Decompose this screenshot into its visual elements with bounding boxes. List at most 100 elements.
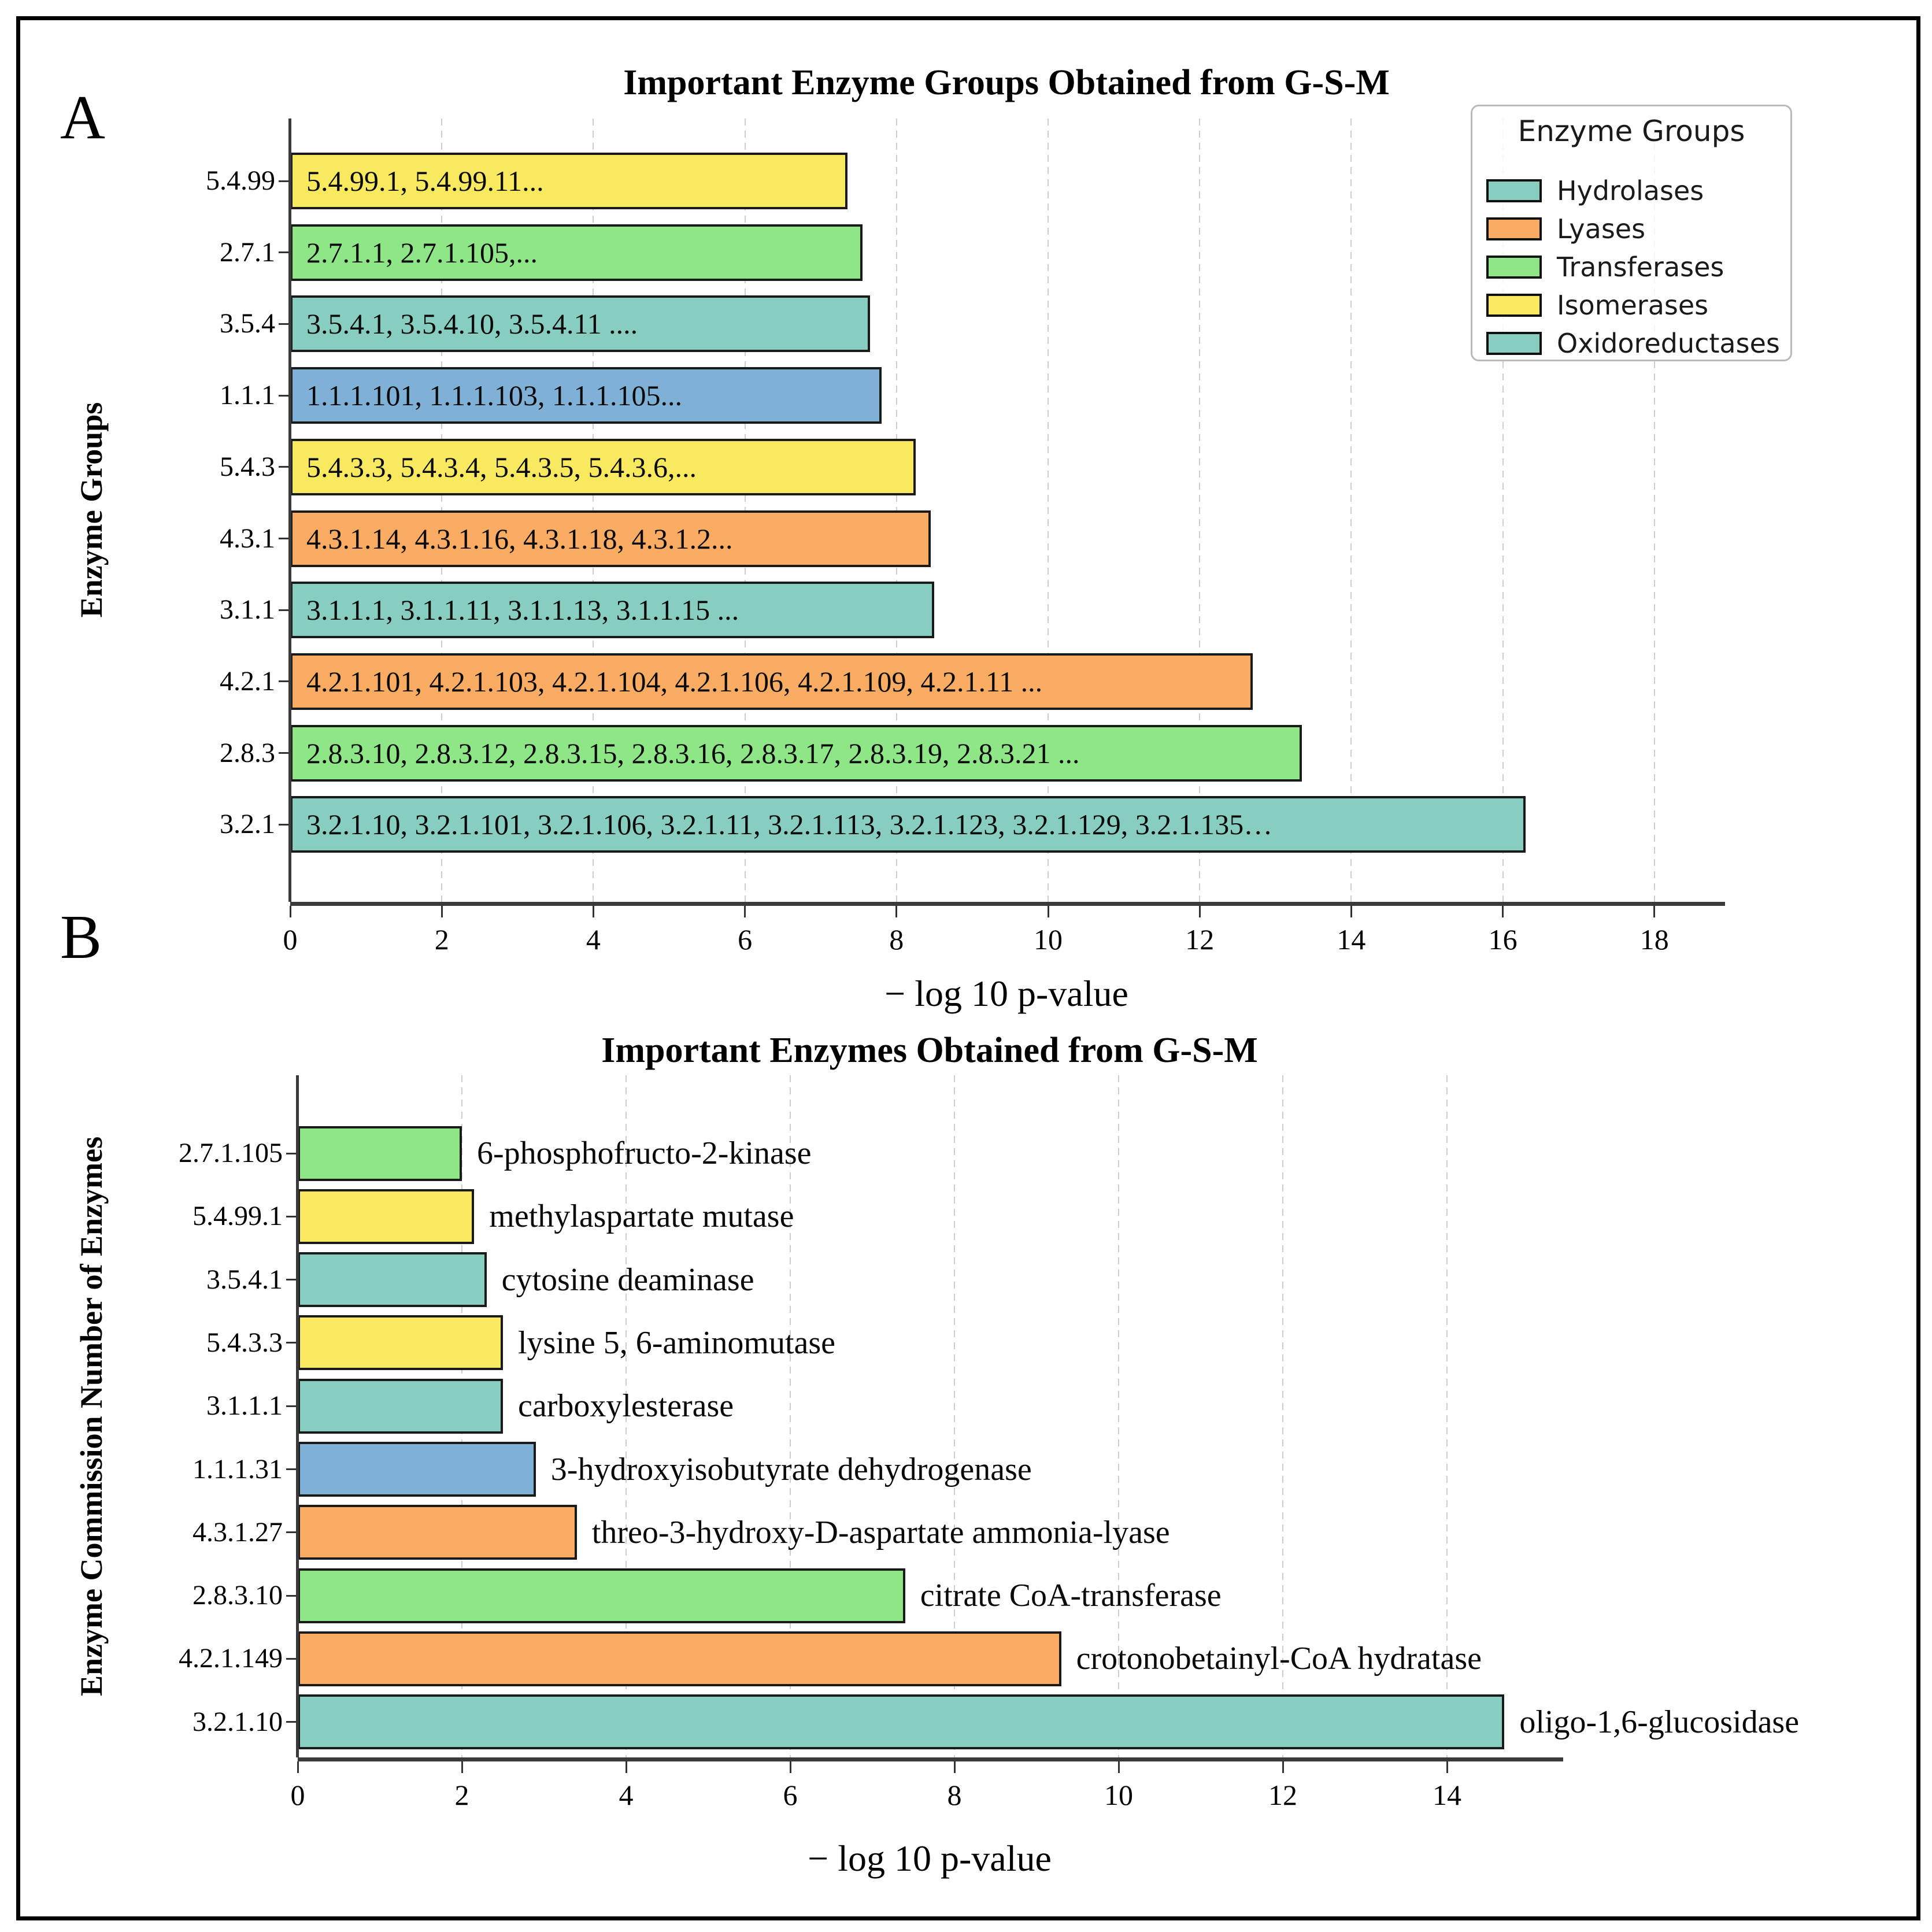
bar-value-label: 5.4.99.1, 5.4.99.11...: [306, 165, 544, 197]
legend-swatch: [1486, 256, 1542, 279]
x-tick-label: 2: [434, 923, 449, 956]
x-axis-line: [290, 902, 1725, 906]
x-tick-label: 2: [454, 1779, 469, 1811]
y-tick-label: 5.4.99: [206, 165, 275, 196]
panel-b-x-axis-label: − log 10 p-value: [808, 1838, 1052, 1879]
panel-b-letter: B: [60, 903, 102, 972]
x-tick: [1502, 906, 1504, 917]
bar: [298, 1315, 503, 1371]
y-axis-line: [288, 119, 291, 902]
y-tick: [286, 1215, 298, 1217]
grid-line: [1282, 1075, 1283, 1757]
x-tick-label: 4: [619, 1779, 634, 1811]
y-tick: [279, 823, 290, 826]
x-tick-label: 12: [1185, 923, 1215, 956]
y-tick-label: 3.1.1: [220, 594, 275, 626]
y-tick-label: 4.3.1: [220, 523, 275, 554]
bar-annotation: crotonobetainyl-CoA hydratase: [1076, 1641, 1482, 1677]
y-tick: [279, 251, 290, 254]
x-tick: [441, 906, 443, 917]
y-tick-label: 5.4.3.3: [206, 1327, 283, 1358]
y-tick-label: 1.1.1: [220, 380, 275, 411]
legend-item-label: Lyases: [1557, 213, 1646, 245]
y-tick: [279, 394, 290, 397]
bar: [298, 1694, 1505, 1750]
y-tick: [286, 1594, 298, 1597]
y-tick: [279, 180, 290, 182]
x-tick-label: 8: [889, 923, 904, 956]
y-axis-line: [296, 1075, 299, 1757]
bar: [298, 1631, 1061, 1686]
bar-value-label: 4.3.1.14, 4.3.1.16, 4.3.1.18, 4.3.1.2...: [306, 522, 733, 555]
y-tick-label: 2.8.3: [220, 737, 275, 768]
y-tick-label: 3.5.4.1: [206, 1264, 283, 1295]
bar-annotation: threo-3-hydroxy-D-aspartate ammonia-lyas…: [591, 1514, 1170, 1550]
grid-line: [1446, 1075, 1448, 1757]
legend-item-label: Transferases: [1557, 251, 1724, 283]
x-tick: [744, 906, 746, 917]
x-tick: [1117, 1761, 1120, 1773]
bar: [298, 1126, 462, 1181]
bar: [290, 438, 916, 495]
bar-annotation: 3-hydroxyisobutyrate dehydrogenase: [550, 1451, 1032, 1487]
y-tick-label: 5.4.3: [220, 451, 275, 482]
y-tick: [286, 1405, 298, 1407]
legend-swatch: [1486, 217, 1542, 240]
bar-value-label: 3.1.1.1, 3.1.1.11, 3.1.1.13, 3.1.1.15 ..…: [306, 594, 739, 627]
x-tick-label: 16: [1488, 923, 1518, 956]
y-tick: [286, 1657, 298, 1660]
x-tick: [625, 1761, 627, 1773]
y-tick-label: 2.7.1.105: [179, 1138, 283, 1168]
y-tick: [279, 680, 290, 683]
bar-annotation: 6-phosphofructo-2-kinase: [477, 1135, 812, 1171]
grid-line: [954, 1075, 955, 1757]
x-tick-label: 12: [1268, 1779, 1297, 1811]
x-tick-label: 0: [283, 923, 298, 956]
y-tick-label: 4.3.1.27: [193, 1516, 283, 1548]
y-tick-label: 1.1.1.31: [193, 1453, 283, 1485]
x-tick: [895, 906, 898, 917]
y-tick-label: 2.8.3.10: [193, 1580, 283, 1611]
bar: [298, 1252, 487, 1308]
legend-title: Enzyme Groups: [1518, 114, 1745, 148]
x-tick: [953, 1761, 956, 1773]
y-tick-label: 3.1.1.1: [206, 1390, 283, 1422]
y-tick: [286, 1279, 298, 1281]
bar: [290, 367, 882, 424]
y-tick-label: 3.2.1.10: [193, 1706, 283, 1737]
bar-annotation: cytosine deaminase: [501, 1261, 754, 1298]
bar-annotation: methylaspartate mutase: [489, 1198, 794, 1235]
bar-value-label: 5.4.3.3, 5.4.3.4, 5.4.3.5, 5.4.3.6,...: [306, 450, 697, 483]
x-tick-label: 6: [783, 1779, 798, 1811]
bar-annotation: citrate CoA-transferase: [920, 1578, 1222, 1614]
x-tick: [1282, 1761, 1284, 1773]
grid-line: [626, 1075, 627, 1757]
figure-border: [16, 16, 1920, 1920]
x-tick-label: 8: [947, 1779, 962, 1811]
x-tick: [1047, 906, 1049, 917]
x-tick-label: 10: [1104, 1779, 1133, 1811]
y-tick: [286, 1342, 298, 1344]
x-tick-label: 4: [586, 923, 601, 956]
x-tick: [461, 1761, 463, 1773]
panel-b-title: Important Enzymes Obtained from G-S-M: [601, 1031, 1258, 1070]
legend-swatch: [1486, 294, 1542, 317]
legend-swatch: [1486, 332, 1542, 355]
bar-value-label: 4.2.1.101, 4.2.1.103, 4.2.1.104, 4.2.1.1…: [306, 665, 1043, 698]
legend-swatch: [1486, 179, 1542, 202]
bar-value-label: 2.8.3.10, 2.8.3.12, 2.8.3.15, 2.8.3.16, …: [306, 736, 1080, 769]
bar: [290, 796, 1526, 853]
grid-line: [1502, 119, 1504, 902]
x-tick: [289, 906, 291, 917]
grid-line: [1653, 119, 1655, 902]
grid-line: [1118, 1075, 1119, 1757]
y-tick: [286, 1468, 298, 1470]
y-tick-label: 3.5.4: [220, 308, 275, 339]
panel-a-title: Important Enzyme Groups Obtained from G-…: [623, 63, 1390, 102]
panel-a-x-axis-label: − log 10 p-value: [884, 973, 1128, 1014]
x-tick: [1198, 906, 1201, 917]
x-axis-line: [298, 1757, 1563, 1761]
bar: [290, 153, 847, 209]
grid-line: [1350, 119, 1352, 902]
